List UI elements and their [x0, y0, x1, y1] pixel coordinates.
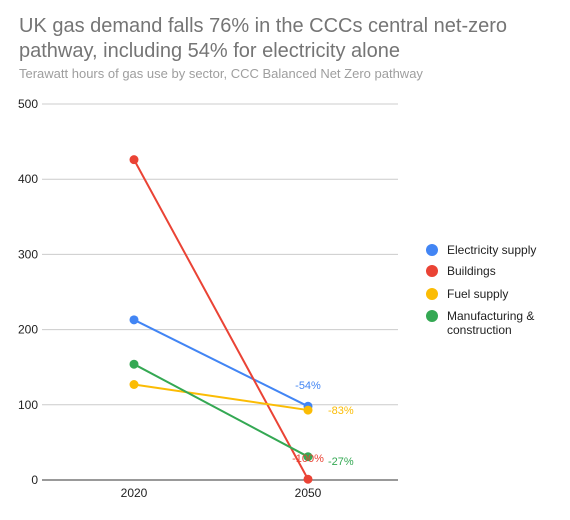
- legend-label: Manufacturing &: [447, 309, 534, 323]
- data-point: [129, 315, 139, 325]
- data-point: [129, 359, 139, 369]
- x-tick-label: 2020: [121, 486, 148, 500]
- legend-marker: [426, 310, 438, 322]
- y-tick-label: 100: [18, 398, 38, 412]
- y-tick-label: 500: [18, 97, 38, 111]
- change-label: -27%: [328, 456, 354, 468]
- chart-subtitle: Terawatt hours of gas use by sector, CCC…: [19, 66, 423, 81]
- legend-marker: [426, 288, 438, 300]
- y-tick-label: 300: [18, 247, 38, 261]
- series-line: [133, 363, 309, 458]
- data-point: [303, 474, 313, 484]
- y-tick-label: 200: [18, 323, 38, 337]
- chart-title: UK gas demand falls 76% in the CCCs cent…: [19, 15, 508, 62]
- change-label: -100%: [292, 453, 324, 465]
- data-point: [303, 452, 313, 462]
- change-label: -83%: [328, 405, 354, 417]
- legend-label: construction: [447, 323, 512, 337]
- data-point: [129, 379, 139, 389]
- y-tick-label: 0: [31, 473, 38, 487]
- y-tick-label: 400: [18, 172, 38, 186]
- legend-label: Fuel supply: [447, 287, 508, 301]
- series-line: [133, 159, 309, 480]
- legend-label: Buildings: [447, 264, 496, 278]
- legend-marker: [426, 244, 438, 256]
- change-label: -54%: [295, 380, 321, 392]
- series-line: [133, 318, 309, 408]
- x-tick-label: 2050: [295, 486, 322, 500]
- series-line: [133, 383, 309, 412]
- data-point: [303, 405, 313, 415]
- legend-label: Electricity supply: [447, 243, 536, 257]
- legend-marker: [426, 265, 438, 277]
- data-point: [129, 155, 139, 165]
